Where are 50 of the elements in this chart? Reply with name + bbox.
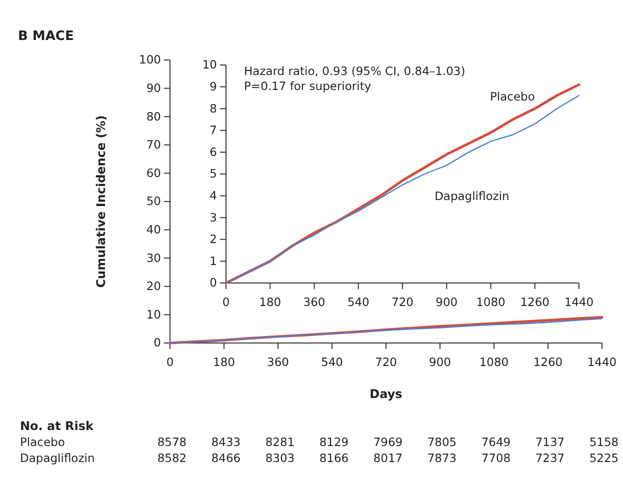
y-tick-label: 0: [210, 276, 217, 290]
y-tick-label: 9: [210, 79, 217, 94]
series-label: Dapagliflozin: [434, 189, 510, 203]
y-tick-label: 60: [146, 166, 161, 180]
x-tick-label: 900: [429, 354, 451, 369]
y-tick-label: 80: [146, 109, 161, 124]
x-tick-label: 540: [321, 354, 343, 369]
y-axis-title: Cumulative Incidence (%): [94, 115, 108, 288]
y-tick-label: 70: [146, 138, 161, 152]
y-tick-label: 50: [146, 194, 161, 208]
text: Dapagliflozin 8582 8466 8303 8166 8017 7873 7708 7237 5225: [20, 451, 619, 465]
x-tick-label: 900: [436, 294, 458, 309]
x-tick-label: 360: [267, 354, 289, 369]
y-tick-label: 4: [210, 188, 217, 202]
series-label: Placebo: [490, 90, 535, 104]
y-tick-label: 5: [210, 166, 217, 181]
annotation: P=0.17 for superiority: [244, 79, 372, 93]
x-tick-label: 180: [213, 354, 235, 369]
x-tick-label: 540: [347, 294, 370, 309]
x-tick-label: 720: [392, 294, 414, 309]
x-tick-label: 180: [259, 294, 282, 309]
y-tick-label: 0: [154, 336, 161, 350]
x-tick-label: 1080: [479, 354, 509, 369]
y-tick-label: 10: [202, 58, 217, 72]
x-tick-label: 1440: [587, 354, 617, 369]
x-tick-label: 1260: [520, 294, 550, 309]
text: No. at Risk: [20, 419, 95, 433]
text: B MACE: [18, 29, 74, 44]
y-tick-label: 40: [146, 222, 161, 236]
text: Placebo 8578 8433 8281 8129 7969 7805 7649 7137 5158: [20, 435, 619, 449]
y-tick-label: 30: [146, 250, 161, 265]
x-tick-label: 0: [166, 354, 174, 369]
y-tick-label: 10: [146, 307, 161, 322]
x-tick-label: 0: [222, 294, 230, 309]
x-tick-label: 720: [375, 354, 397, 369]
x-tick-label: 1260: [533, 354, 563, 369]
y-tick-label: 8: [210, 101, 217, 116]
annotation: Hazard ratio, 0.93 (95% CI, 0.84–1.03): [244, 64, 466, 78]
y-tick-label: 2: [210, 232, 217, 246]
y-tick-label: 20: [146, 279, 161, 294]
y-tick-label: 7: [210, 123, 217, 138]
y-tick-label: 90: [146, 80, 161, 95]
y-tick-label: 1: [210, 254, 217, 268]
x-tick-label: 1440: [564, 294, 594, 309]
y-tick-label: 100: [139, 52, 161, 67]
x-tick-label: 360: [303, 294, 326, 309]
y-tick-label: 3: [210, 210, 217, 224]
x-tick-label: 1080: [476, 294, 506, 309]
y-tick-label: 6: [210, 144, 217, 159]
x-axis-title: Days: [370, 387, 402, 401]
